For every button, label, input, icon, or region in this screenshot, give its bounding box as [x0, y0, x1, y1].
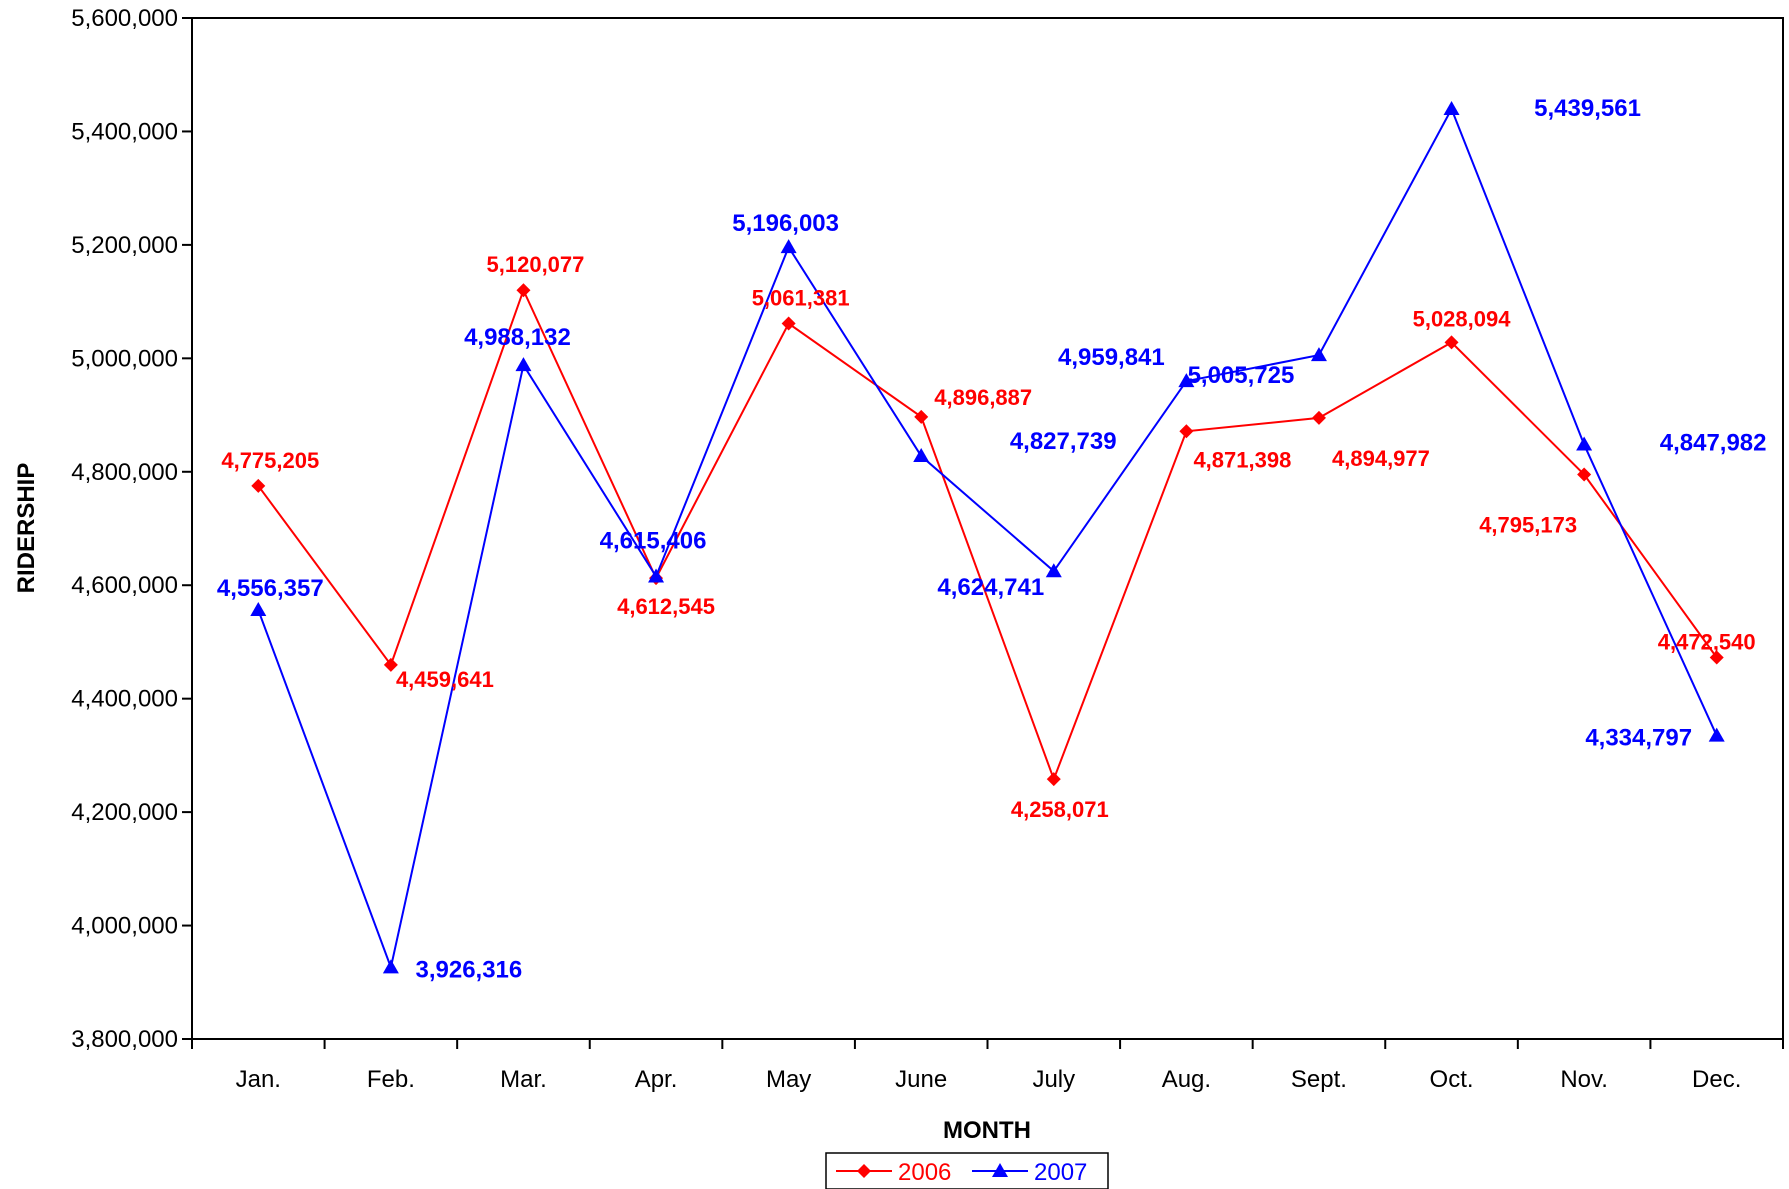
data-point-2006	[1311, 410, 1326, 425]
x-tick-label: Jan.	[236, 1066, 281, 1093]
data-label-2007: 4,847,982	[1660, 430, 1767, 457]
series-layer	[250, 101, 1725, 974]
x-tick-label: July	[1032, 1066, 1075, 1093]
data-label-2007: 4,615,406	[600, 527, 707, 554]
data-label-layer: 4,775,205 4,459,641 5,120,077 4,612,545 5,06…	[217, 95, 1767, 983]
data-label-2006: 4,258,071	[1011, 797, 1109, 822]
data-label-2006: 4,459,641	[396, 667, 494, 692]
data-point-2007	[1576, 436, 1593, 451]
data-point-2007	[250, 601, 267, 616]
data-point-2006	[1444, 335, 1459, 350]
data-point-2006	[1046, 772, 1061, 787]
data-point-2007	[780, 239, 797, 254]
series-line-2006	[257, 287, 1718, 783]
plot-area	[191, 17, 1784, 1040]
data-label-2006: 4,612,545	[617, 594, 715, 619]
series-line-2007	[257, 106, 1718, 971]
x-tick-label: Sept.	[1291, 1066, 1347, 1093]
data-label-2006: 5,120,077	[487, 252, 585, 277]
y-tick-label: 4,400,000	[71, 686, 178, 713]
y-tick-label: 4,800,000	[71, 459, 178, 486]
data-point-2007	[515, 357, 532, 372]
legend-label-2007: 2007	[1034, 1159, 1087, 1186]
data-label-2007: 4,624,741	[937, 574, 1044, 601]
data-label-2007: 4,988,132	[464, 324, 571, 351]
x-axis: Jan. Feb. Mar. Apr. May June July Aug. Sept. Oct.…	[191, 1039, 1784, 1093]
data-point-2007	[1708, 727, 1725, 742]
data-point-2007	[382, 959, 399, 974]
y-axis-title: RIDERSHIP	[13, 463, 40, 594]
data-label-2007: 5,196,003	[732, 210, 839, 237]
data-point-2006	[1577, 467, 1592, 482]
data-label-2006: 4,795,173	[1479, 513, 1577, 538]
data-label-2006: 4,871,398	[1193, 447, 1291, 472]
data-label-2007: 5,439,561	[1534, 95, 1641, 122]
y-axis: 3,800,000 4,000,000 4,200,000 4,400,000 4,60…	[71, 5, 192, 1053]
data-point-2006	[251, 478, 266, 493]
y-tick-label: 5,400,000	[71, 118, 178, 145]
data-label-2006: 5,061,381	[752, 286, 850, 311]
data-label-2007: 4,827,739	[1010, 428, 1117, 455]
data-point-2007	[1178, 373, 1195, 388]
data-point-2006	[516, 283, 531, 298]
x-tick-label: May	[766, 1066, 811, 1093]
legend-marker-2006	[857, 1164, 871, 1178]
data-point-2007	[648, 568, 665, 583]
y-tick-label: 5,000,000	[71, 345, 178, 372]
data-label-2006: 4,894,977	[1332, 446, 1430, 471]
data-label-2007: 4,556,357	[217, 575, 324, 602]
data-label-2006: 4,896,887	[934, 385, 1032, 410]
data-label-2007: 4,334,797	[1585, 725, 1692, 752]
data-point-2006	[781, 316, 796, 331]
x-tick-label: Feb.	[367, 1066, 415, 1093]
x-tick-label: Mar.	[500, 1066, 547, 1093]
data-point-2006	[1179, 424, 1194, 439]
data-point-2006	[383, 657, 398, 672]
legend: 2006 2007	[825, 1152, 1109, 1189]
y-tick-label: 5,600,000	[71, 5, 178, 32]
data-label-2006: 4,775,205	[221, 448, 319, 473]
y-tick-label: 4,200,000	[71, 799, 178, 826]
y-tick-label: 4,600,000	[71, 572, 178, 599]
x-tick-label: Aug.	[1162, 1066, 1211, 1093]
data-point-2007	[1310, 347, 1327, 362]
data-label-2006: 5,028,094	[1413, 306, 1512, 331]
legend-marker-2007	[992, 1163, 1008, 1177]
data-label-2007: 5,005,725	[1188, 362, 1295, 389]
x-tick-label: Oct.	[1430, 1066, 1474, 1093]
y-tick-label: 5,200,000	[71, 232, 178, 259]
x-tick-label: Dec.	[1692, 1066, 1741, 1093]
x-tick-label: Apr.	[635, 1066, 678, 1093]
data-label-2006: 4,472,540	[1658, 630, 1756, 655]
data-label-2007: 3,926,316	[415, 956, 522, 983]
x-tick-label: Nov.	[1560, 1066, 1608, 1093]
x-axis-title: MONTH	[943, 1117, 1031, 1144]
y-tick-label: 4,000,000	[71, 913, 178, 940]
data-label-2007: 4,959,841	[1058, 344, 1165, 371]
data-point-2007	[1443, 101, 1460, 116]
data-point-2007	[913, 448, 930, 463]
data-point-2006	[914, 409, 929, 424]
data-point-2007	[1045, 563, 1062, 578]
data-point-2006	[1709, 650, 1724, 665]
y-tick-label: 3,800,000	[71, 1026, 178, 1053]
x-tick-label: June	[895, 1066, 947, 1093]
legend-label-2006: 2006	[898, 1159, 951, 1186]
